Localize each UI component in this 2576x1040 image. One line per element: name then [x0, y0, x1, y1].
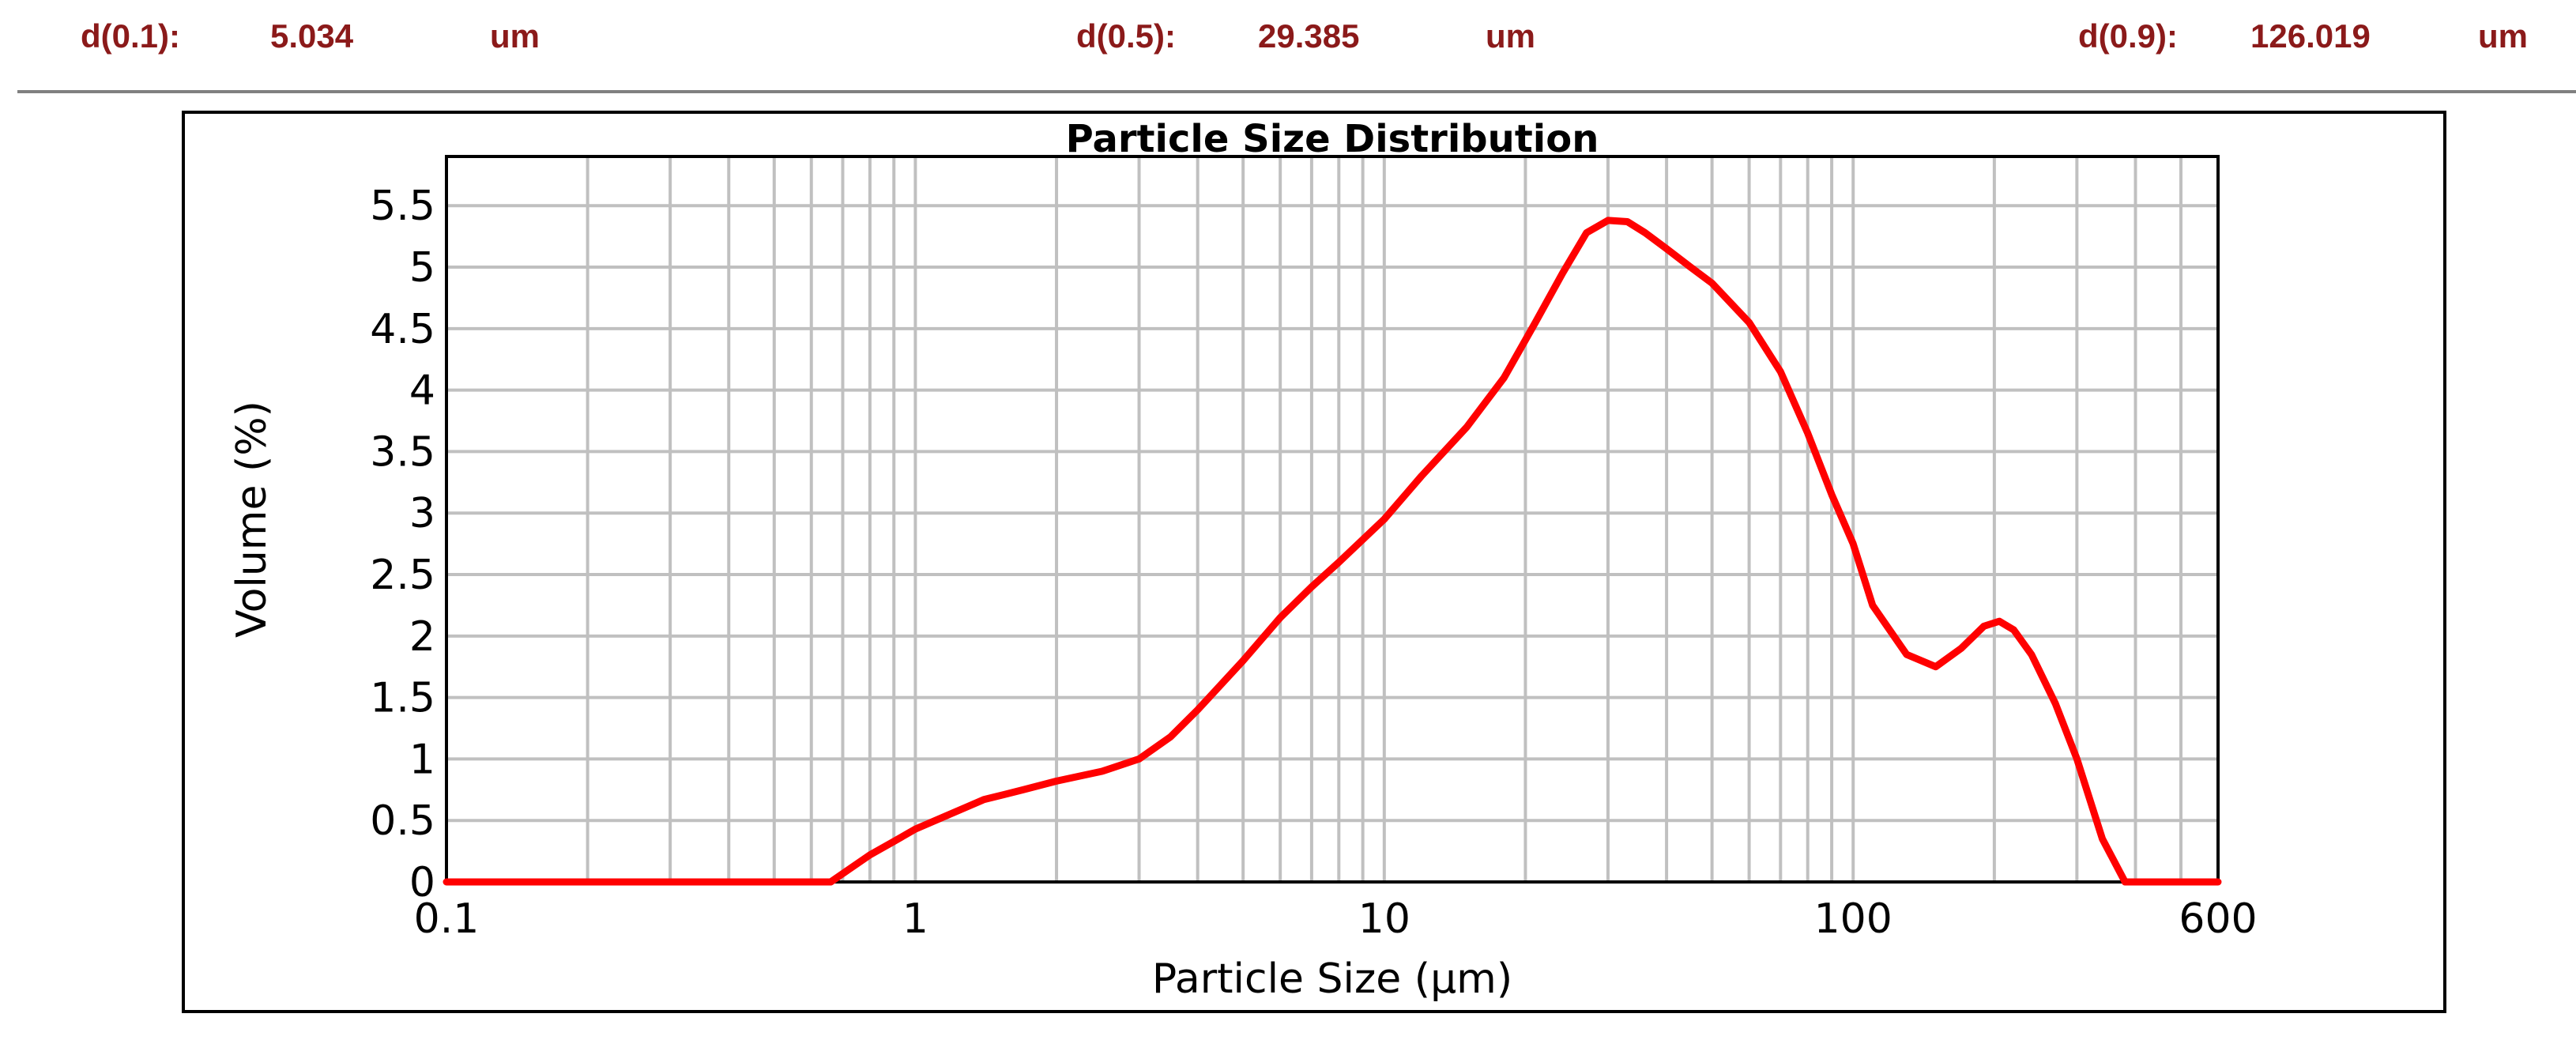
- y-tick-label: 0: [409, 859, 435, 906]
- y-tick-label: 0.5: [370, 797, 435, 845]
- d10-label: d(0.1):: [81, 17, 180, 55]
- d90-label: d(0.9):: [2078, 17, 2178, 55]
- statistics-row: d(0.1): 5.034 um d(0.5): 29.385 um d(0.9…: [0, 0, 2576, 87]
- d50-value: 29.385: [1258, 17, 1360, 55]
- x-tick-label: 1: [902, 895, 928, 943]
- series-layer: [443, 217, 2222, 886]
- x-tick-labels: 0.1 1 10 100 600: [414, 895, 2258, 943]
- chart-frame: 0 0.5 1 1.5 2 2.5 3 3.5 4 4.5 5 5.5 0.1 1 10 100 600 Pa…: [182, 111, 2446, 1013]
- x-tick-label: 100: [1814, 895, 1892, 943]
- header-divider: [17, 90, 2576, 93]
- d50-unit: um: [1486, 17, 1535, 55]
- d90-value: 126.019: [2250, 17, 2371, 55]
- chart-title: Particle Size Distribution: [1066, 117, 1599, 161]
- y-tick-label: 3.5: [370, 428, 435, 476]
- y-tick-label: 5.5: [370, 183, 435, 230]
- y-tick-label: 1.5: [370, 675, 435, 722]
- volume-series-line: [443, 217, 2222, 886]
- y-tick-label: 4: [409, 367, 435, 415]
- d50-label: d(0.5):: [1076, 17, 1176, 55]
- particle-size-chart: 0 0.5 1 1.5 2 2.5 3 3.5 4 4.5 5 5.5 0.1 1 10 100 600 Pa…: [228, 117, 2258, 1003]
- d90-unit: um: [2478, 17, 2528, 55]
- x-axis-label: Particle Size (µm): [1152, 955, 1512, 1003]
- y-tick-label: 5: [409, 244, 435, 292]
- grid-lines: [445, 156, 2220, 884]
- y-tick-labels: 0 0.5 1 1.5 2 2.5 3 3.5 4 4.5 5 5.5: [370, 183, 435, 906]
- d10-unit: um: [490, 17, 540, 55]
- y-tick-label: 1: [409, 736, 435, 783]
- plot-area-border: [445, 155, 2220, 884]
- x-tick-label: 10: [1358, 895, 1410, 943]
- d10-value: 5.034: [270, 17, 354, 55]
- y-tick-label: 3: [409, 490, 435, 537]
- y-tick-label: 2: [409, 613, 435, 661]
- y-tick-label: 2.5: [370, 552, 435, 599]
- y-tick-label: 4.5: [370, 306, 435, 353]
- x-tick-label: 600: [2179, 895, 2257, 943]
- x-tick-label: 0.1: [414, 895, 480, 943]
- y-axis-label: Volume (%): [228, 401, 276, 638]
